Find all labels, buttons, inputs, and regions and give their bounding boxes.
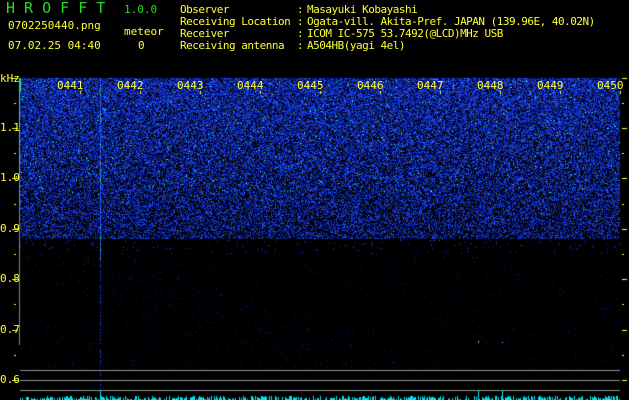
x-tick-label: 0447 — [417, 79, 444, 92]
meteor-count: 0 — [138, 39, 145, 52]
x-tick-label: 0444 — [237, 79, 264, 92]
y-tick-label: 0.6 — [0, 373, 20, 386]
info-separator: : — [297, 15, 304, 28]
info-value: Masayuki Kobayashi — [307, 3, 418, 16]
x-tick-label: 0442 — [117, 79, 144, 92]
x-tick-label: 0449 — [537, 79, 564, 92]
y-tick-label: 1.1 — [0, 121, 20, 134]
info-separator: : — [297, 27, 304, 40]
app-title: H R O F F T — [6, 0, 106, 17]
x-tick-label: 0450 — [597, 79, 624, 92]
y-tick-label: 0.7 — [0, 322, 20, 336]
info-separator: : — [297, 39, 304, 52]
info-label: Receiving Location — [180, 15, 291, 28]
y-tick-label: 0.9 — [0, 221, 20, 235]
info-value: A504HB(yagi 4el) — [307, 39, 405, 52]
y-tick-label: 0.8 — [0, 272, 20, 286]
info-label: Receiver — [180, 27, 229, 40]
filename: 0702250440.png — [8, 19, 101, 32]
datetime: 07.02.25 04:40 — [8, 39, 101, 52]
info-value: Ogata-vill. Akita-Pref. JAPAN (139.96E, … — [307, 15, 595, 28]
x-tick-label: 0441 — [57, 79, 84, 92]
y-unit-label: kHz — [0, 72, 20, 85]
info-separator: : — [297, 3, 304, 16]
x-tick-label: 0446 — [357, 79, 384, 92]
x-tick-label: 0448 — [477, 79, 504, 92]
x-tick-label: 0445 — [297, 79, 324, 92]
app-version: 1.0.0 — [124, 3, 158, 16]
y-tick-label: 1.0 — [0, 171, 20, 185]
meteor-label: meteor — [124, 25, 164, 38]
x-tick-label: 0443 — [177, 79, 204, 92]
info-value: ICOM IC-575 53.7492(@LCD)MHz USB — [307, 27, 503, 40]
info-label: Observer — [180, 3, 229, 16]
info-label: Receiving antenna — [180, 39, 285, 52]
